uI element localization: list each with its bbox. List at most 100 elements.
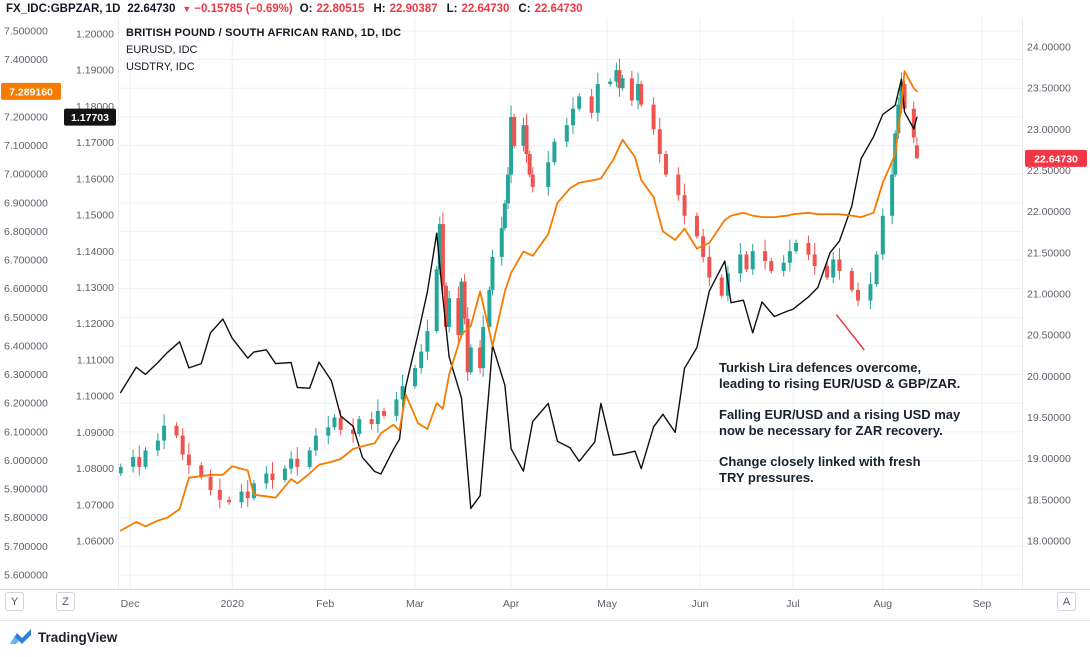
annotation-paragraph: Falling EUR/USD and a rising USD may now … bbox=[719, 407, 961, 438]
symbol-title[interactable]: FX_IDC:GBPZAR, 1D bbox=[6, 3, 121, 15]
x-axis[interactable]: Dec 2020 Feb Mar Apr May Jun Jul Aug Sep bbox=[121, 598, 992, 610]
axis-left_outer[interactable]: 7.500000 7.400000 7.200000 7.100000 7.000000… bbox=[4, 26, 48, 582]
axis-tick-label: 23.50000 bbox=[1027, 83, 1071, 95]
auto-scale-button[interactable]: A bbox=[1057, 592, 1076, 611]
axis-tick-label: 7.100000 bbox=[4, 140, 48, 152]
x-axis-label: May bbox=[597, 598, 618, 610]
tradingview-logo-icon bbox=[10, 629, 31, 644]
legend-main-series[interactable]: BRITISH POUND / SOUTH AFRICAN RAND, 1D, … bbox=[126, 27, 402, 39]
axis-tick-label: 6.400000 bbox=[4, 340, 48, 352]
axis-tick-label: 6.800000 bbox=[4, 226, 48, 238]
axis-tick-label: 1.08000 bbox=[76, 463, 114, 475]
brand-name: TradingView bbox=[38, 629, 118, 645]
axis-tick-label: 1.16000 bbox=[76, 173, 114, 185]
axis-tick-label: 5.900000 bbox=[4, 484, 48, 496]
chart-legend: BRITISH POUND / SOUTH AFRICAN RAND, 1D, … bbox=[126, 25, 401, 76]
close-label: C: bbox=[518, 3, 531, 15]
analyst-annotation: Turkish Lira defences overcome, leading t… bbox=[719, 360, 1009, 501]
axis-tick-label: 23.00000 bbox=[1027, 124, 1071, 136]
axis-tick-label: 1.11000 bbox=[77, 354, 114, 366]
close-value: 22.64730 bbox=[534, 3, 583, 15]
axis-tick-label: 1.13000 bbox=[76, 282, 114, 294]
annotation-paragraph: Turkish Lira defences overcome, leading t… bbox=[719, 360, 961, 391]
open-label: O: bbox=[299, 3, 313, 15]
axis-tick-label: 6.900000 bbox=[4, 197, 48, 209]
price-badge-eurusd: 1.17703 bbox=[64, 108, 116, 126]
scale-button-z[interactable]: Z bbox=[56, 592, 75, 611]
axis-tick-label: 6.600000 bbox=[4, 283, 48, 295]
x-axis-label: Aug bbox=[873, 598, 892, 610]
axis-tick-label: 6.100000 bbox=[4, 426, 48, 438]
chart-plot-area[interactable] bbox=[118, 18, 1022, 589]
axis-tick-label: 1.15000 bbox=[76, 210, 114, 222]
axis-tick-label: 1.19000 bbox=[76, 65, 114, 77]
grid bbox=[118, 18, 1022, 589]
x-axis-label: Sep bbox=[973, 598, 992, 610]
footer-bar: TradingView bbox=[0, 621, 1090, 657]
legend-usdtry[interactable]: USDTRY, IDC bbox=[126, 61, 195, 73]
axis-tick-label: 7.500000 bbox=[4, 26, 48, 38]
axis-tick-label: 18.00000 bbox=[1027, 536, 1071, 548]
x-axis-label: Mar bbox=[406, 598, 425, 610]
axis-tick-label: 18.50000 bbox=[1027, 494, 1071, 506]
axis-tick-label: 24.00000 bbox=[1027, 42, 1071, 54]
axis-tick-label: 6.300000 bbox=[4, 369, 48, 381]
change-value: −0.15785 (−0.69%) bbox=[194, 3, 293, 15]
axis-tick-label: 22.00000 bbox=[1027, 206, 1071, 218]
tradingview-logo[interactable]: TradingView bbox=[0, 621, 140, 645]
line-usdtry bbox=[119, 70, 918, 532]
axis-tick-label: 6.500000 bbox=[4, 312, 48, 324]
candles-gbpzar bbox=[118, 58, 919, 509]
annotation-paragraph: Change closely linked with fresh TRY pres… bbox=[719, 454, 921, 485]
axis-tick-label: 5.600000 bbox=[4, 570, 48, 582]
scale-button-y[interactable]: Y bbox=[5, 592, 24, 611]
x-axis-label: Feb bbox=[316, 598, 334, 610]
trendline-drawing[interactable] bbox=[835, 314, 865, 351]
price-badge-usdtry: 7.289160 bbox=[1, 82, 61, 100]
axis-tick-label: 6.700000 bbox=[4, 255, 48, 267]
axis-tick-label: 1.07000 bbox=[76, 499, 114, 511]
svg-text:1.17703: 1.17703 bbox=[71, 112, 109, 124]
legend-eurusd[interactable]: EURUSD, IDC bbox=[126, 44, 198, 56]
price-change: ▼ −0.15785 (−0.69%) bbox=[182, 3, 292, 15]
open-value: 22.80515 bbox=[316, 3, 365, 15]
axis-tick-label: 19.00000 bbox=[1027, 453, 1071, 465]
axis-tick-label: 7.000000 bbox=[4, 169, 48, 181]
axis-tick-label: 20.00000 bbox=[1027, 371, 1071, 383]
axis-tick-label: 1.06000 bbox=[76, 536, 114, 548]
axis-tick-label: 1.09000 bbox=[76, 427, 114, 439]
low-value: 22.64730 bbox=[461, 3, 510, 15]
x-axis-label: Dec bbox=[121, 598, 140, 610]
axis-tick-label: 1.20000 bbox=[76, 29, 114, 41]
axis-tick-label: 7.200000 bbox=[4, 111, 48, 123]
x-axis-label: Apr bbox=[503, 598, 520, 610]
axis-tick-label: 1.14000 bbox=[76, 246, 114, 258]
svg-text:7.289160: 7.289160 bbox=[9, 86, 53, 98]
axis-tick-label: 5.700000 bbox=[4, 541, 48, 553]
axis-left_inner[interactable]: 1.200001.190001.180001.170001.160001.150… bbox=[76, 29, 114, 548]
axis-tick-label: 6.000000 bbox=[4, 455, 48, 467]
svg-text:22.64730: 22.64730 bbox=[1034, 153, 1078, 165]
axis-tick-label: 19.50000 bbox=[1027, 412, 1071, 424]
high-label: H: bbox=[373, 3, 386, 15]
axis-tick-label: 21.50000 bbox=[1027, 247, 1071, 259]
x-axis-label: 2020 bbox=[221, 598, 245, 610]
last-price: 22.64730 bbox=[127, 3, 176, 15]
axis-right[interactable]: 24.00000 23.50000 23.00000 22.50000 22.00000… bbox=[1027, 42, 1071, 548]
axis-tick-label: 5.800000 bbox=[4, 512, 48, 524]
axis-tick-label: 7.400000 bbox=[4, 54, 48, 66]
x-axis-label: Jul bbox=[786, 598, 799, 610]
symbol-info-bar: FX_IDC:GBPZAR, 1D 22.64730 ▼ −0.15785 (−… bbox=[0, 0, 1090, 18]
axis-tick-label: 20.50000 bbox=[1027, 330, 1071, 342]
axis-tick-label: 1.10000 bbox=[76, 391, 114, 403]
price-badge-gbpzar: 22.64730 bbox=[1025, 149, 1087, 167]
low-label: L: bbox=[446, 3, 458, 15]
down-arrow-icon: ▼ bbox=[182, 4, 192, 14]
x-axis-label: Jun bbox=[692, 598, 709, 610]
axis-tick-label: 21.00000 bbox=[1027, 289, 1071, 301]
axis-tick-label: 1.17000 bbox=[76, 137, 114, 149]
high-value: 22.90387 bbox=[389, 3, 438, 15]
ohlc-readout: O: 22.80515 H: 22.90387 L: 22.64730 C: 22.64… bbox=[300, 3, 588, 15]
